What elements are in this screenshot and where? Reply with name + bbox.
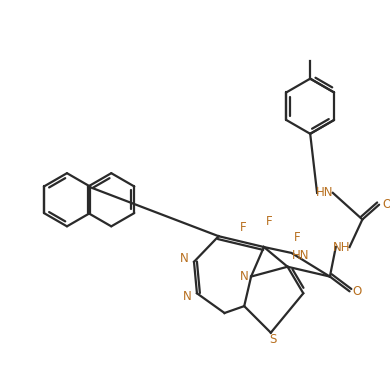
Text: NH: NH: [333, 241, 351, 254]
Text: HN: HN: [292, 249, 309, 262]
Text: F: F: [240, 221, 246, 234]
Text: F: F: [294, 231, 301, 244]
Text: F: F: [266, 215, 272, 228]
Text: O: O: [353, 285, 362, 298]
Text: O: O: [382, 198, 390, 211]
Text: N: N: [183, 290, 191, 303]
Text: N: N: [180, 252, 188, 265]
Text: S: S: [269, 333, 277, 346]
Text: HN: HN: [316, 186, 334, 199]
Text: N: N: [240, 270, 248, 283]
